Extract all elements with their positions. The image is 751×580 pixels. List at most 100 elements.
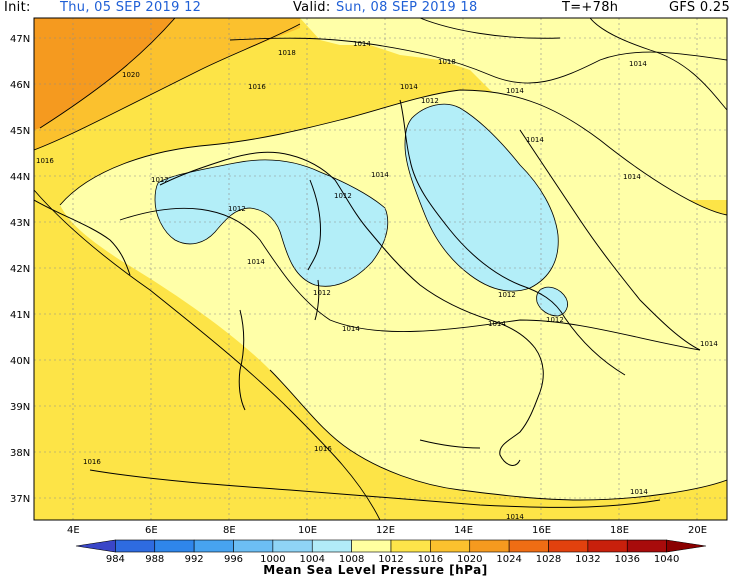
band-1024-area [34,18,175,130]
isobar-label: 1018 [278,49,296,57]
lon-label: 16E [532,525,551,536]
isobar-label: 1016 [248,83,266,91]
isobars [34,18,727,520]
lon-label: 14E [454,525,473,536]
isobar-label: 1014 [247,258,265,266]
colorbar-swatch [469,539,510,553]
isobar-label: 1012 [334,192,352,200]
colorbar-swatch [311,539,352,553]
isobar-label: 1014 [700,340,718,348]
isobar-label: 1014 [353,40,371,48]
lat-label: 44N [10,172,30,183]
lat-label: 43N [10,218,30,229]
colorbar-swatch [390,539,431,553]
colorbar-title: Mean Sea Level Pressure [hPa] [263,563,488,577]
isobar-label: 1012 [228,205,246,213]
isobar-label: 1018 [438,58,456,66]
colorbar-swatch [626,539,667,553]
isobar-label: 1016 [314,445,332,453]
colorbar-level-label: 996 [224,554,243,565]
graticule [34,18,727,520]
lon-label: 12E [376,525,395,536]
lon-label: 8E [223,525,236,536]
colorbar-swatch [193,539,234,553]
lon-label: 20E [688,525,707,536]
colorbar-swatch [272,539,313,553]
coastlines [34,99,701,508]
isobar-label: 1016 [36,157,54,165]
lat-label: 38N [10,448,30,459]
isobar-label: 1014 [371,171,389,179]
isobar-label: 1014 [526,136,544,144]
colorbar-level-label: 992 [185,554,204,565]
valid-label: Valid: [293,0,331,15]
colorbar-swatch [587,539,628,553]
map-area [34,18,727,520]
isobar-labels: 1014 1018 1018 1020 1016 1016 1014 1014 … [36,40,718,521]
colorbar-level-label: 1028 [536,554,561,565]
colorbar-level-label: 1004 [300,554,325,565]
lon-label: 6E [145,525,158,536]
colorbar-level-label: 1024 [496,554,521,565]
colorbar: 984 988 992 996 1000 1004 1008 1012 1016 1020 1024… [75,539,707,565]
lead-time: T=+78h [562,0,619,15]
isobar-label: 1014 [506,87,524,95]
colorbar-level-label: 1012 [378,554,403,565]
colorbar-level-label: 1016 [418,554,443,565]
init-value: Thu, 05 SEP 2019 12 [60,0,202,15]
lat-label: 45N [10,126,30,137]
init-label: Init: [4,0,31,15]
band-1008-adriatic [404,103,559,292]
colorbar-swatch [666,539,707,553]
colorbar-level-label: 988 [145,554,164,565]
colorbar-swatch [75,539,116,553]
lat-label: 46N [10,80,30,91]
map-header: Init: Thu, 05 SEP 2019 12 Valid: Sun, 08… [0,0,751,18]
isobar-label: 1014 [506,513,524,521]
band-1016-sw [34,190,380,520]
lat-label: 40N [10,356,30,367]
isobar-label: 1014 [630,488,648,496]
colorbar-swatch [508,539,549,553]
isobar-label: 1012 [151,176,169,184]
band-1008-west [154,159,389,287]
colorbar-level-label: 1008 [339,554,364,565]
isobar-label: 1012 [313,289,331,297]
colorbar-level-label: 1036 [615,554,640,565]
colorbar-level-label: 984 [106,554,125,565]
lat-label: 37N [10,494,30,505]
lon-label: 10E [298,525,317,536]
isobar-label: 1016 [83,458,101,466]
isobar-label: 1012 [546,316,564,324]
isobar-label: 1012 [498,291,516,299]
lon-label: 18E [610,525,629,536]
lon-axis: 4E 6E 8E 10E 12E 14E 16E 18E 20E [67,525,707,536]
colorbar-swatch [233,539,274,553]
lat-axis: 47N 46N 45N 44N 43N 42N 41N 40N 39N 38N … [10,34,30,505]
lat-label: 39N [10,402,30,413]
isobar-label: 1014 [400,83,418,91]
colorbar-level-label: 1020 [457,554,482,565]
lat-label: 42N [10,264,30,275]
colorbar-level-label: 1040 [654,554,679,565]
colorbar-swatch [154,539,195,553]
lat-label: 41N [10,310,30,321]
colorbar-swatch [430,539,471,553]
lat-label: 47N [10,34,30,45]
isobar-label: 1014 [623,173,641,181]
isobar-label: 1014 [488,320,506,328]
isobar-label: 1014 [342,325,360,333]
colorbar-swatch [548,539,589,553]
colorbar-swatch [351,539,392,553]
model-name: GFS 0.25 [669,0,731,15]
isobar-label: 1012 [421,97,439,105]
isobar-label: 1020 [122,71,140,79]
valid-value: Sun, 08 SEP 2019 18 [336,0,478,15]
colorbar-level-label: 1032 [575,554,600,565]
map-frame [33,17,728,521]
colorbar-level-label: 1000 [260,554,285,565]
lon-label: 4E [67,525,80,536]
colorbar-swatch [115,539,156,553]
isobar-label: 1014 [629,60,647,68]
